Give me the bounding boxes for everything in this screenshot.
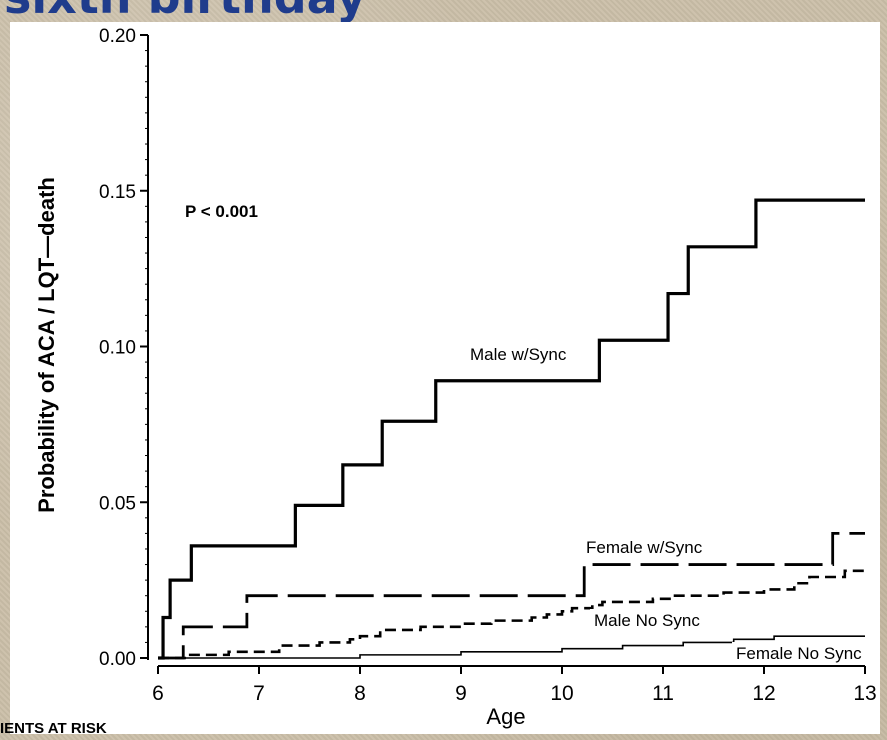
series-line <box>158 635 865 659</box>
series-line <box>158 532 865 660</box>
x-tick-label: 7 <box>253 682 265 705</box>
series-line <box>158 567 867 660</box>
patients-at-risk-label: IENTS AT RISK <box>0 720 107 737</box>
series-label-bg <box>590 609 704 631</box>
x-tick-label: 6 <box>152 682 164 705</box>
y-tick-label: 0.00 <box>99 649 136 670</box>
p-value-annotation: P < 0.001 <box>185 202 258 221</box>
x-tick-label: 13 <box>853 682 876 705</box>
series-line <box>158 198 865 660</box>
series-label-bg <box>466 343 571 365</box>
curves: Male w/Sync Female w/Sync Male No Sync Fema… <box>158 198 867 664</box>
x-tick-label: 10 <box>550 682 573 705</box>
series-label: Female No Sync <box>736 644 862 663</box>
slide-title: sixth birthday <box>4 0 366 24</box>
series-label: Female w/Sync <box>586 538 703 557</box>
x-tick-label: 12 <box>752 682 775 705</box>
y-tick-label: 0.15 <box>99 182 136 203</box>
y-tick-label: 0.05 <box>99 493 136 514</box>
series-label-bg <box>732 642 866 664</box>
y-axis-label: Probability of ACA / LQT—death <box>34 177 59 513</box>
series-label: Male No Sync <box>594 611 700 630</box>
series-label: Male w/Sync <box>470 345 567 364</box>
y-tick-label: 0.10 <box>99 338 136 359</box>
y-tick-label: 0.20 <box>99 26 136 47</box>
axes: 0.00 0.05 0.10 0.15 0.20 6 7 8 9 10 11 12 13 <box>99 26 877 705</box>
plot-panel <box>10 22 880 734</box>
x-tick-label: 9 <box>455 682 467 705</box>
x-tick-label: 11 <box>652 682 674 705</box>
series-label-bg <box>582 536 707 558</box>
x-axis-label: Age <box>486 704 525 729</box>
x-tick-label: 8 <box>354 682 366 705</box>
